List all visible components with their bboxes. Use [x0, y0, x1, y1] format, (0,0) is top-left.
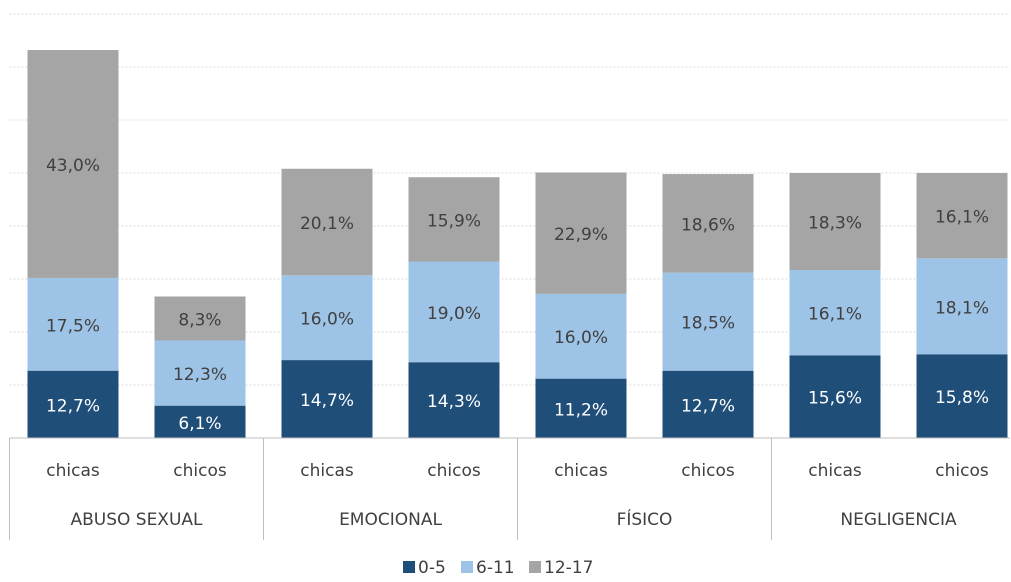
data-label: 20,1% [300, 214, 354, 234]
bar-segment [662, 174, 754, 273]
data-label: 16,1% [808, 305, 862, 325]
x-tick-label: chicos [427, 461, 481, 481]
data-label: 18,5% [681, 314, 735, 334]
data-label: 8,3% [178, 310, 221, 330]
bar-segment [281, 168, 373, 276]
bar-segment [154, 405, 246, 438]
bar-segment [281, 360, 373, 438]
data-label: 15,8% [935, 388, 989, 408]
group-label: NEGLIGENCIA [840, 510, 957, 530]
x-tick-label: chicos [173, 461, 227, 481]
bar-segment [27, 277, 119, 371]
legend-swatch [529, 561, 541, 573]
bar-segment [154, 340, 246, 406]
legend-swatch [461, 561, 473, 573]
bar-segment [535, 378, 627, 438]
data-label: 16,0% [554, 328, 608, 348]
bar-segment [408, 261, 500, 363]
legend-label: 0-5 [418, 558, 446, 578]
x-tick-label: chicos [935, 461, 989, 481]
data-label: 11,2% [554, 400, 608, 420]
data-label: 16,0% [300, 310, 354, 330]
data-label: 12,7% [681, 396, 735, 416]
group-label: FÍSICO [617, 508, 673, 530]
bar-segment [789, 269, 881, 356]
group-label: ABUSO SEXUAL [70, 510, 203, 530]
legend-label: 6-11 [476, 558, 515, 578]
bar-segment [535, 172, 627, 294]
legend-swatch [403, 561, 415, 573]
bar-segment [662, 272, 754, 371]
data-label: 18,1% [935, 298, 989, 318]
bar-segment [154, 296, 246, 341]
bar-segment [916, 258, 1008, 355]
x-tick-label: chicas [808, 461, 862, 481]
data-label: 15,9% [427, 211, 481, 231]
bar-segment [789, 173, 881, 270]
x-tick-label: chicos [681, 461, 735, 481]
bar-segment [408, 177, 500, 262]
bar-segment [27, 50, 119, 278]
data-label: 12,3% [173, 365, 227, 385]
data-label: 6,1% [178, 414, 221, 434]
bar-segment [662, 370, 754, 438]
x-tick-label: chicas [554, 461, 608, 481]
bar-segment [916, 173, 1008, 259]
bar-segment [789, 355, 881, 438]
bar-segment [916, 354, 1008, 438]
bar-segment [27, 370, 119, 438]
x-tick-label: chicas [46, 461, 100, 481]
bar-segment [535, 293, 627, 379]
data-label: 17,5% [46, 316, 100, 336]
x-tick-label: chicas [300, 461, 354, 481]
data-label: 22,9% [554, 225, 608, 245]
data-label: 18,3% [808, 213, 862, 233]
data-label: 43,0% [46, 156, 100, 176]
data-label: 18,6% [681, 215, 735, 235]
data-label: 12,7% [46, 396, 100, 416]
legend-label: 12-17 [544, 558, 593, 578]
data-label: 19,0% [427, 304, 481, 324]
bar-segment [281, 275, 373, 361]
data-label: 14,3% [427, 392, 481, 412]
data-label: 15,6% [808, 389, 862, 409]
data-label: 16,1% [935, 208, 989, 228]
bar-segment [408, 362, 500, 438]
data-label: 14,7% [300, 391, 354, 411]
group-label: EMOCIONAL [339, 510, 442, 530]
